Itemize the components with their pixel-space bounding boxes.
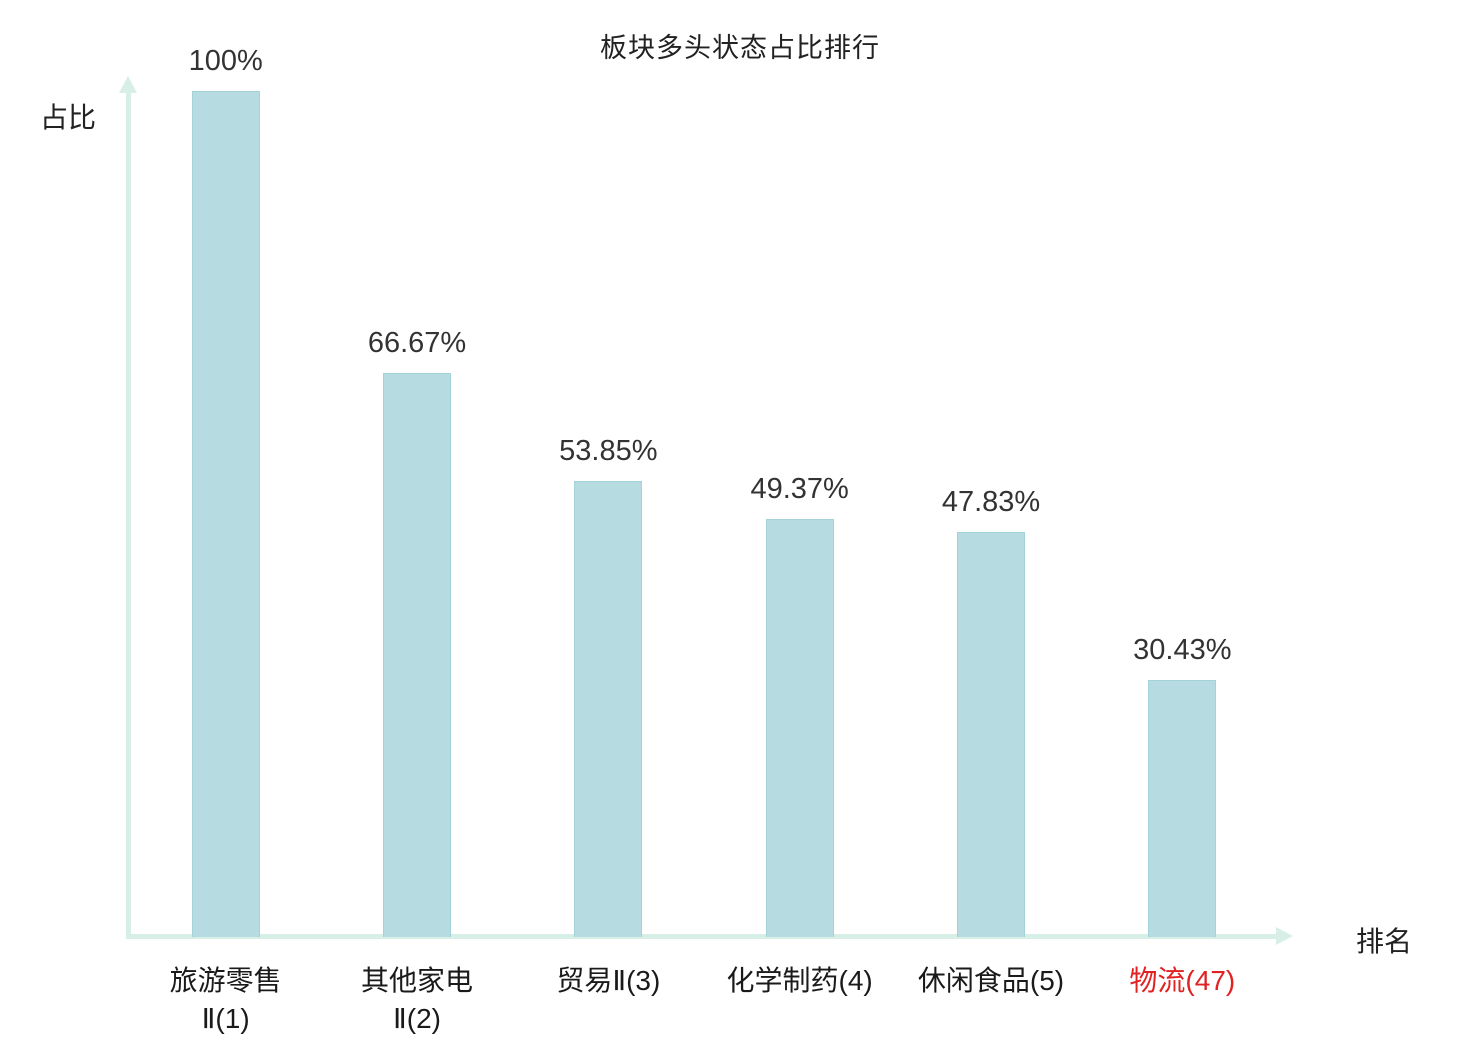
y-axis-arrow-icon — [119, 76, 137, 93]
bar-2 — [383, 372, 451, 937]
bar-value-label: 100% — [188, 45, 263, 77]
y-axis-label: 占比 — [40, 102, 97, 133]
bar-value-label: 49.37% — [750, 473, 849, 506]
category-label-6: 物流(47) — [1129, 965, 1236, 996]
bar-1 — [191, 91, 260, 937]
category-label-4: 化学制药(4) — [726, 965, 873, 996]
bar-value-label: 47.83% — [941, 486, 1041, 519]
x-axis-arrow-icon — [1276, 927, 1293, 945]
category-label-5: 休闲食品(5) — [917, 965, 1065, 996]
y-axis-line — [126, 92, 131, 938]
bar-4 — [765, 519, 834, 937]
x-axis-label: 排名 — [1356, 926, 1413, 957]
bar-3 — [574, 481, 643, 937]
bar-value-label: 53.85% — [559, 435, 658, 468]
category-label-1: 旅游零售 Ⅱ(1) — [169, 965, 282, 1034]
bar-6 — [1148, 679, 1217, 937]
bar-5 — [957, 532, 1025, 937]
category-label-2: 其他家电 Ⅱ(2) — [360, 965, 473, 1034]
bar-value-label: 30.43% — [1133, 633, 1232, 666]
x-axis-line — [126, 934, 1278, 939]
category-label-3: 贸易Ⅱ(3) — [556, 965, 661, 996]
bar-value-label: 66.67% — [367, 326, 467, 359]
chart-title: 板块多头状态占比排行 — [600, 33, 880, 63]
